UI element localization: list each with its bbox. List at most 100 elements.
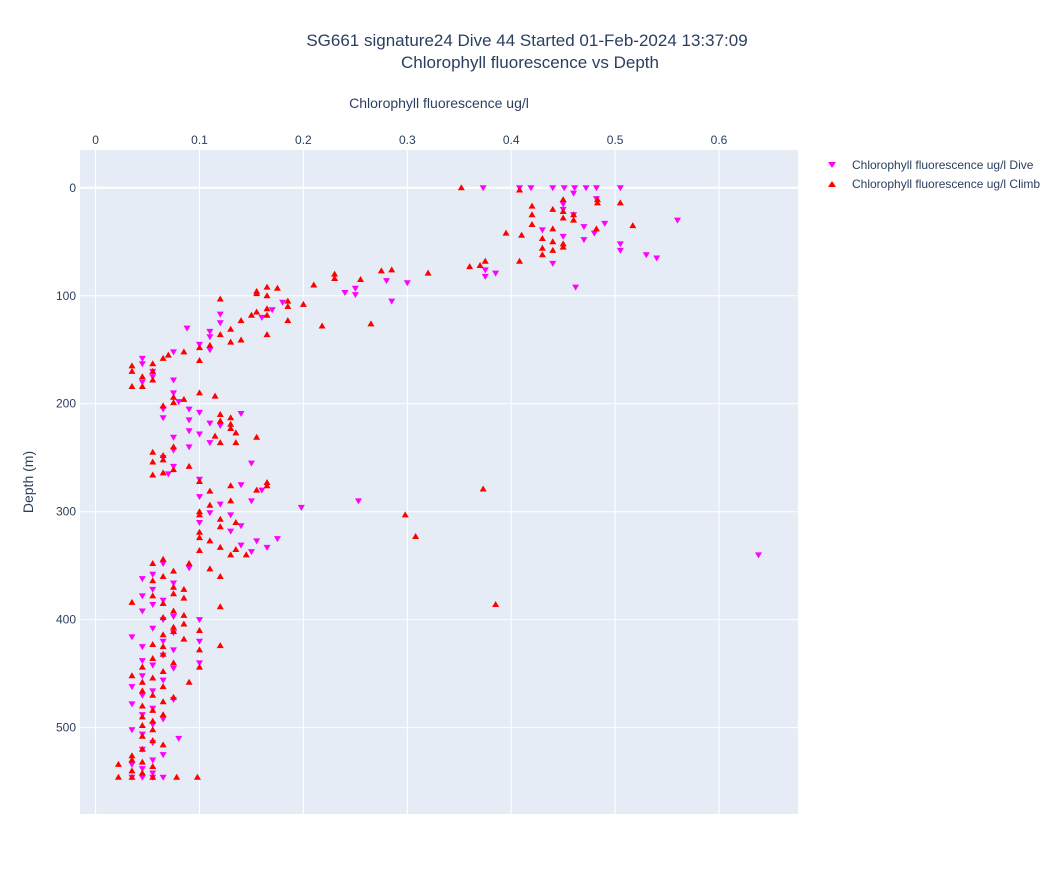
data-point-climb: [299, 300, 307, 307]
data-point-climb: [492, 601, 500, 608]
data-point-climb: [138, 702, 146, 709]
data-point-dive: [237, 542, 245, 549]
data-point-climb: [401, 511, 409, 518]
data-point-climb: [149, 560, 157, 567]
data-point-dive: [195, 409, 203, 416]
data-point-climb: [170, 443, 178, 450]
data-point-dive: [616, 247, 624, 254]
data-point-dive: [149, 770, 157, 777]
data-point-dive: [128, 761, 136, 768]
data-point-climb: [138, 745, 146, 752]
data-point-dive: [268, 307, 276, 314]
data-point-dive: [755, 552, 763, 559]
data-point-climb: [206, 501, 214, 508]
data-point-climb: [227, 325, 235, 332]
data-point-climb: [227, 425, 235, 432]
data-point-climb: [159, 469, 167, 476]
data-point-dive: [138, 658, 146, 665]
data-point-climb: [149, 458, 157, 465]
data-point-climb: [549, 238, 557, 245]
data-point-climb: [138, 721, 146, 728]
x-tick-label: 0.1: [191, 133, 208, 147]
data-point-dive: [216, 422, 224, 429]
data-point-climb: [149, 376, 157, 383]
data-point-climb: [211, 392, 219, 399]
data-point-climb: [159, 631, 167, 638]
data-point-dive: [185, 417, 193, 424]
data-point-climb: [502, 229, 510, 236]
data-point-climb: [170, 590, 178, 597]
data-point-climb: [549, 246, 557, 253]
data-point-climb: [170, 399, 178, 406]
data-point-climb: [195, 534, 203, 541]
data-point-climb: [284, 303, 292, 310]
data-point-climb: [263, 292, 271, 299]
data-point-climb: [516, 257, 524, 264]
data-point-climb: [138, 373, 146, 380]
data-point-dive: [170, 647, 178, 654]
legend-dive-label[interactable]: Chlorophyll fluorescence ug/l Dive: [852, 158, 1034, 172]
data-point-climb: [253, 290, 261, 297]
data-point-climb: [195, 511, 203, 518]
data-point-dive: [616, 241, 624, 248]
data-point-dive: [149, 586, 157, 593]
data-point-climb: [128, 382, 136, 389]
data-point-climb: [138, 663, 146, 670]
data-point-dive: [170, 665, 178, 672]
y-axis-title: Depth (m): [20, 451, 36, 513]
data-point-dive: [263, 544, 271, 551]
data-point-dive: [164, 471, 172, 478]
data-point-climb: [195, 547, 203, 554]
data-point-dive: [571, 185, 579, 192]
x-tick-label: 0.6: [711, 133, 728, 147]
data-point-climb: [164, 351, 172, 358]
data-point-climb: [128, 773, 136, 780]
data-point-dive: [138, 576, 146, 583]
data-point-climb: [232, 545, 240, 552]
data-point-climb: [232, 439, 240, 446]
y-tick-label: 100: [56, 289, 76, 303]
data-point-climb: [206, 487, 214, 494]
data-point-dive: [297, 504, 305, 511]
x-tick-label: 0.2: [295, 133, 312, 147]
data-point-climb: [263, 305, 271, 312]
data-point-climb: [263, 482, 271, 489]
legend-climb-label[interactable]: Chlorophyll fluorescence ug/l Climb: [852, 177, 1040, 191]
data-point-dive: [175, 399, 183, 406]
data-point-dive: [138, 774, 146, 781]
data-point-climb: [128, 752, 136, 759]
x-tick-label: 0.4: [503, 133, 520, 147]
data-point-climb: [170, 623, 178, 630]
data-point-dive: [206, 510, 214, 517]
data-point-climb: [216, 543, 224, 550]
x-tick-label: 0: [92, 133, 99, 147]
data-point-dive: [383, 278, 391, 285]
legend[interactable]: Chlorophyll fluorescence ug/l Dive Chlor…: [828, 158, 1040, 191]
data-point-climb: [481, 257, 489, 264]
data-point-dive: [149, 571, 157, 578]
data-point-climb: [159, 683, 167, 690]
data-point-dive: [128, 634, 136, 641]
data-point-climb: [149, 655, 157, 662]
data-point-dive: [195, 660, 203, 667]
data-point-climb: [138, 687, 146, 694]
data-point-climb: [412, 533, 420, 540]
data-point-dive: [559, 233, 567, 240]
data-point-climb: [570, 216, 578, 223]
data-point-climb: [149, 773, 157, 780]
data-point-climb: [180, 594, 188, 601]
data-point-dive: [183, 325, 191, 332]
data-point-climb: [138, 732, 146, 739]
data-point-dive: [170, 580, 178, 587]
data-point-dive: [601, 220, 609, 227]
data-point-climb: [253, 433, 261, 440]
data-point-climb: [170, 567, 178, 574]
data-point-climb: [195, 508, 203, 515]
data-point-climb: [273, 284, 281, 291]
data-point-climb: [227, 482, 235, 489]
data-point-climb: [227, 420, 235, 427]
series-climb-points: [114, 184, 637, 780]
data-point-dive: [149, 757, 157, 764]
data-point-climb: [216, 439, 224, 446]
data-point-climb: [263, 331, 271, 338]
